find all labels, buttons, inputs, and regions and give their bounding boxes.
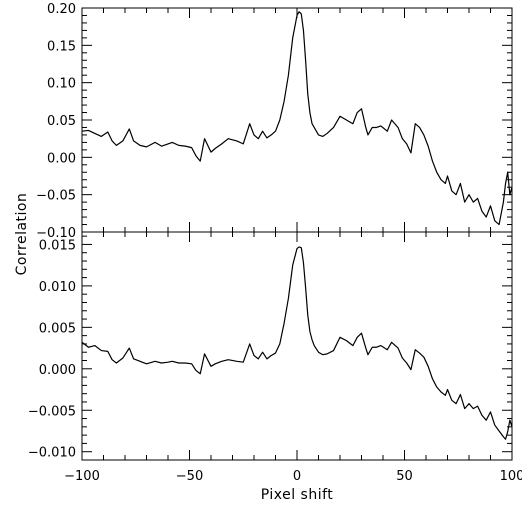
x-tick-label: 50 — [396, 469, 413, 484]
top-correlation-line — [81, 11, 513, 226]
top-panel: −0.10 −0.05 0.00 0.05 0.10 0.15 0.20 — [36, 2, 513, 241]
x-tick-label: −50 — [176, 469, 203, 484]
top-panel-frame — [81, 7, 513, 233]
top-y-tick-label: 0.20 — [47, 2, 76, 17]
top-y-tick-label: 0.10 — [47, 77, 76, 92]
x-tick-label: 100 — [500, 469, 522, 484]
x-tick-label: 0 — [293, 469, 301, 484]
bottom-y-tick-label: 0.010 — [39, 280, 76, 295]
bottom-panel: −0.010 −0.005 0.000 0.005 0.010 0.015 −100 −50 0… — [28, 231, 522, 484]
bottom-correlation-line — [81, 246, 513, 440]
bottom-y-tick-label: −0.005 — [28, 404, 76, 419]
bottom-y-tick-label: −0.010 — [28, 446, 76, 461]
top-y-tick-label: 0.05 — [47, 114, 76, 129]
x-tick-label: −100 — [64, 469, 100, 484]
top-y-tick-label: −0.10 — [36, 226, 76, 241]
top-y-tick-label: 0.00 — [47, 151, 76, 166]
bottom-y-tick-label: 0.015 — [39, 238, 76, 253]
bottom-y-tick-label: 0.005 — [39, 321, 76, 336]
top-y-tick-label: 0.15 — [47, 39, 76, 54]
bottom-panel-frame — [81, 231, 513, 461]
bottom-y-tick-label: 0.000 — [39, 363, 76, 378]
x-axis-title: Pixel shift — [261, 487, 334, 503]
top-y-tick-label: −0.05 — [36, 189, 76, 204]
y-axis-title: Correlation — [14, 193, 30, 276]
